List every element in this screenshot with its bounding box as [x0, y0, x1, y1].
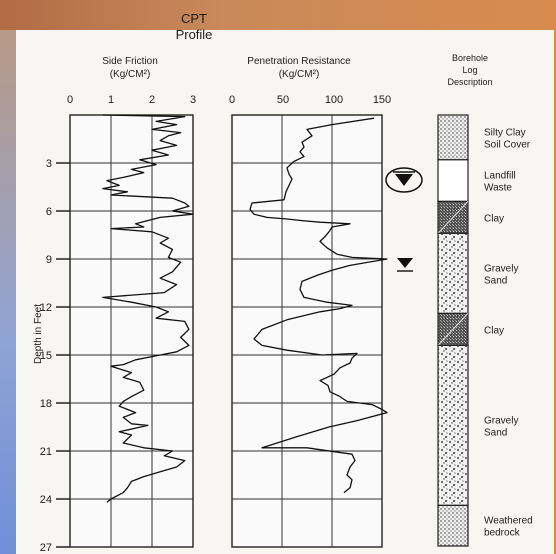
- side-friction-title-line1: Side Friction: [102, 56, 158, 67]
- depth-axis-label: Depth in Feet: [33, 304, 44, 364]
- sf-tick-3: 3: [190, 94, 196, 106]
- side-friction-panel: [69, 114, 194, 548]
- penetration-title-line1: Penetration Resistance: [247, 56, 351, 67]
- borehole-layer-label: Sand: [484, 275, 507, 286]
- borehole-layer-label: Clay: [484, 213, 504, 224]
- clay-hatch: [437, 201, 469, 234]
- borehole-layer-label: Silty Clay: [484, 127, 526, 138]
- figure-title-line1: CPT: [181, 11, 207, 26]
- pr-tick-0: 0: [229, 94, 235, 106]
- borehole-layer: [437, 159, 469, 203]
- borehole-layer-label: Gravely: [484, 263, 518, 274]
- pr-tick-50: 50: [277, 94, 289, 106]
- water-table-symbol-perched: [385, 167, 423, 193]
- borehole-title-line2: Log: [462, 65, 477, 75]
- side-friction-title-line2: (Kg/CM²): [110, 69, 151, 80]
- depth-tick-3: 3: [46, 158, 52, 170]
- depth-tick-12: 12: [40, 302, 52, 314]
- borehole-layer-label: Gravely: [484, 415, 518, 426]
- sf-tick-2: 2: [149, 94, 155, 106]
- borehole-title-line1: Borehole: [452, 53, 488, 63]
- borehole-layer-label: bedrock: [484, 528, 521, 539]
- window-edge: [0, 30, 16, 554]
- depth-tick-9: 9: [46, 254, 52, 266]
- depth-tick-21: 21: [40, 446, 52, 458]
- penetration-title-line2: (Kg/CM²): [279, 69, 320, 80]
- side-friction-frame: [69, 114, 194, 548]
- pr-tick-150: 150: [373, 94, 391, 106]
- borehole-title-line3: Description: [447, 77, 492, 87]
- clay-hatch: [437, 313, 469, 346]
- penetration-frame: [231, 114, 383, 548]
- depth-tick-15: 15: [40, 350, 52, 362]
- depth-tick-6: 6: [46, 206, 52, 218]
- borehole-layer-label: Waste: [484, 183, 512, 194]
- pr-tick-100: 100: [325, 94, 343, 106]
- borehole-layer-label: Weathered: [484, 516, 533, 527]
- borehole-layer: [437, 114, 469, 161]
- depth-tick-18: 18: [40, 398, 52, 410]
- borehole-layer-label: Clay: [484, 325, 504, 336]
- sf-tick-1: 1: [108, 94, 114, 106]
- water-table-symbol: [397, 258, 413, 272]
- figure-title-line2: Profile: [176, 27, 213, 42]
- penetration-trace: [249, 117, 388, 494]
- borehole-layer-label: Soil Cover: [484, 139, 531, 150]
- depth-tick-labels: 3 6 9 12 15 18 21 24 27: [40, 158, 70, 554]
- sf-tick-0: 0: [67, 94, 73, 106]
- depth-tick-27: 27: [40, 542, 52, 554]
- borehole-layer: [437, 232, 469, 314]
- borehole-layer: [437, 344, 469, 506]
- borehole-layer: [437, 504, 469, 547]
- borehole-layer-label: Sand: [484, 427, 507, 438]
- borehole-layer-label: Landfill: [484, 171, 516, 182]
- depth-tick-24: 24: [40, 494, 52, 506]
- side-friction-trace: [102, 114, 194, 503]
- penetration-panel: [231, 114, 388, 548]
